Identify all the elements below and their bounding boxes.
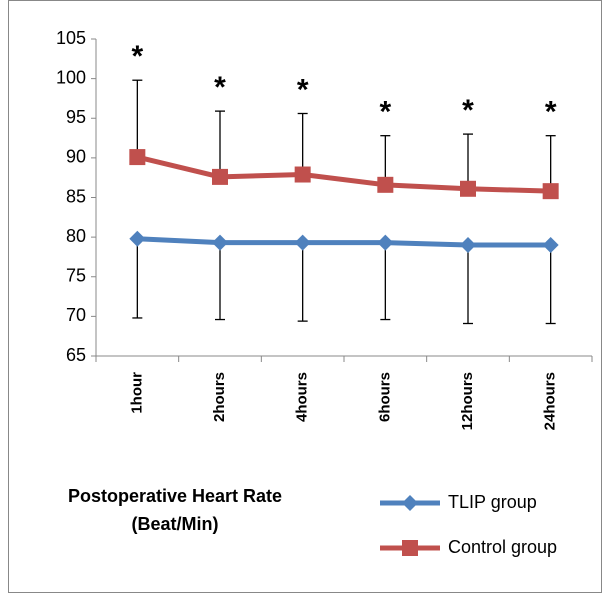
marker	[377, 176, 394, 193]
y-tick-label: 100	[56, 67, 86, 87]
x-tick-label: 1hour	[128, 372, 145, 414]
y-tick-label: 90	[66, 147, 86, 167]
marker	[460, 237, 476, 254]
marker	[212, 234, 228, 251]
y-tick-label: 85	[66, 186, 86, 206]
significance-mark: *	[214, 71, 226, 104]
significance-mark: *	[379, 96, 391, 129]
marker	[129, 149, 146, 166]
series-line	[137, 236, 551, 248]
significance-mark: *	[545, 96, 557, 129]
legend-marker	[402, 495, 418, 511]
legend-label: TLIP group	[448, 492, 537, 512]
x-tick-label: 4hours	[294, 372, 311, 422]
marker	[129, 230, 146, 247]
chart-title: Postoperative Heart Rate (Beat/Min)	[67, 486, 283, 534]
y-tick-label: 105	[56, 28, 86, 48]
y-tick-label: 95	[66, 107, 86, 127]
marker	[294, 166, 311, 183]
significance-mark: *	[131, 40, 143, 73]
marker	[542, 183, 559, 200]
marker	[542, 237, 559, 254]
x-tick-label: 2hours	[211, 372, 228, 422]
marker	[460, 180, 476, 197]
y-tick-label: 70	[66, 305, 86, 325]
significance-mark: *	[297, 73, 309, 106]
x-tick-label: 24hours	[542, 372, 559, 430]
significance-mark: *	[462, 94, 474, 127]
marker	[212, 168, 228, 185]
legend-label: Control group	[448, 537, 557, 557]
x-tick-label: 6hours	[376, 372, 393, 422]
marker	[294, 234, 311, 251]
series-line	[136, 154, 551, 194]
y-tick-label: 75	[66, 266, 86, 286]
x-tick-label: 12hours	[459, 372, 476, 430]
y-tick-label: 65	[66, 345, 86, 365]
marker	[377, 234, 394, 251]
y-tick-label: 80	[66, 226, 86, 246]
legend-marker	[402, 540, 418, 556]
